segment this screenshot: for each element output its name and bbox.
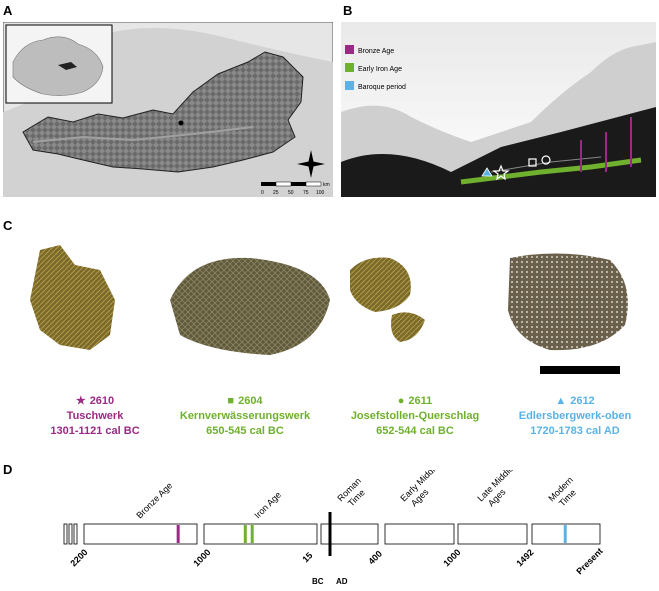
period-label-iron-age: Iron Age (252, 490, 283, 521)
square-icon: ■ (227, 394, 234, 409)
tick-label-2200: 2200 (68, 547, 89, 568)
era-label-bc: BC (312, 577, 324, 586)
legend-swatch-0 (345, 45, 354, 54)
sample-photo-2610 (30, 245, 115, 350)
scale-tick-0: 0 (261, 190, 264, 196)
site-marker (179, 121, 184, 126)
scale-tick-4: 100 (316, 190, 325, 196)
sample-date: 650-545 cal BC (165, 424, 325, 439)
map-panel: 0 25 50 75 100 km (3, 22, 333, 197)
timeline-panel: Bronze Age Iron Age RomanTime Early Midd… (0, 470, 659, 591)
scale-tick-1: 25 (273, 190, 279, 196)
segment-early-middle-ages (385, 524, 454, 544)
tick-label-400: 400 (366, 549, 384, 567)
star-icon: ★ (76, 394, 86, 409)
sample-date: 1720-1783 cal AD (495, 424, 655, 439)
segment-iron-age (204, 524, 317, 544)
sample-number: 2604 (238, 395, 262, 407)
legend-label-1: Early Iron Age (358, 66, 402, 73)
period-label-early-middle-ages: Early MiddleAges (398, 470, 448, 511)
legend-label-2: Baroque period (358, 84, 406, 91)
sample-date: 652-544 cal BC (335, 424, 495, 439)
samples-photo-row (20, 240, 650, 380)
sample-2610: ★ 2610 Tuschwerk 1301-1121 cal BC (15, 394, 175, 439)
panel-label-b: B (343, 3, 352, 18)
circle-icon: ● (398, 394, 405, 409)
sample-photo-2611 (350, 258, 411, 313)
tick-label-15: 15 (300, 550, 314, 564)
scale-unit: km (323, 182, 330, 188)
sample-2611: ● 2611 Josefstollen-Querschlag 652-544 ca… (335, 394, 495, 439)
legend-label-0: Bronze Age (358, 48, 394, 55)
sample-site: Kernverwässerungswerk (165, 409, 325, 424)
tick-label-1492: 1492 (514, 547, 535, 568)
sample-number: 2610 (90, 395, 114, 407)
sample-photo-2604 (170, 258, 330, 355)
era-label-ad: AD (336, 577, 348, 586)
scale-tick-2: 50 (288, 190, 294, 196)
tick-label-present: Present (574, 546, 604, 576)
triangle-icon: ▲ (555, 394, 566, 409)
sample-2612: ▲ 2612 Edlersbergwerk-oben 1720-1783 cal … (495, 394, 655, 439)
segment-late-middle-ages (458, 524, 527, 544)
sample-number: 2612 (570, 395, 594, 407)
mountain-model-panel: Bronze Age Early Iron Age Baroque period (341, 22, 656, 197)
sample-number: 2611 (408, 395, 432, 407)
sample-site: Edlersbergwerk-oben (495, 409, 655, 424)
sample-date: 1301-1121 cal BC (15, 424, 175, 439)
sample-photo-2612 (508, 253, 628, 350)
scale-tick-3: 75 (303, 190, 309, 196)
sample-2604: ■ 2604 Kernverwässerungswerk 650-545 cal … (165, 394, 325, 439)
panel-label-c: C (3, 218, 12, 233)
panel-label-a: A (3, 3, 12, 18)
segment-bronze-age (84, 524, 197, 544)
legend-swatch-1 (345, 63, 354, 72)
tick-label-1000-ad: 1000 (441, 547, 462, 568)
legend-swatch-2 (345, 81, 354, 90)
period-label-roman-time: RomanTime (335, 476, 370, 511)
sample-site: Tuschwerk (15, 409, 175, 424)
photo-scale-bar (540, 366, 620, 374)
tick-label-1000-bc: 1000 (191, 547, 212, 568)
period-label-late-middle-ages: Late MiddleAges (475, 470, 523, 511)
sample-site: Josefstollen-Querschlag (335, 409, 495, 424)
period-label-bronze-age: Bronze Age (134, 480, 174, 520)
period-label-modern-time: ModernTime (546, 475, 582, 511)
